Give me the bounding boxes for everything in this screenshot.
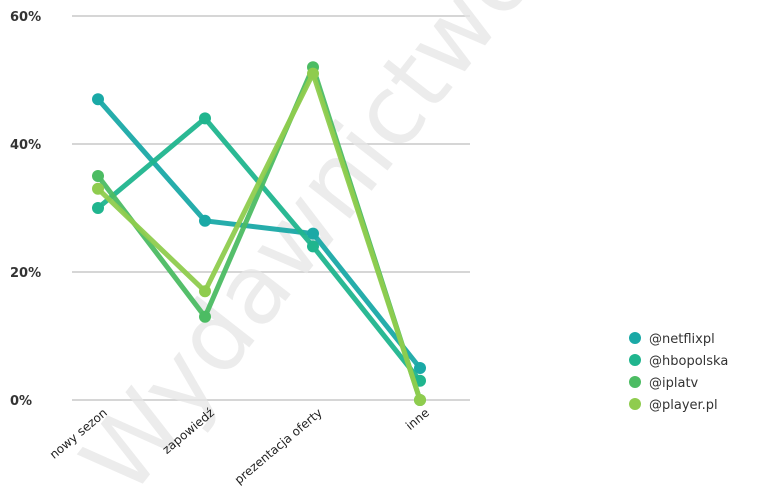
data-point — [199, 112, 211, 125]
y-tick-label: 0% — [10, 394, 32, 409]
data-point — [414, 362, 426, 374]
series-line — [95, 71, 423, 403]
data-point — [92, 202, 104, 214]
data-point — [307, 227, 319, 240]
data-point — [307, 240, 319, 253]
data-point — [92, 170, 104, 182]
y-tick-label: 60% — [10, 10, 41, 25]
data-point — [199, 310, 211, 323]
data-point — [92, 182, 104, 195]
legend-label: @player.pl — [649, 398, 718, 413]
legend-label: @netflixpl — [649, 332, 715, 347]
legend-marker — [629, 354, 641, 366]
legend-label: @hbopolska — [649, 354, 728, 369]
y-tick-label: 40% — [10, 138, 41, 153]
data-point — [307, 67, 319, 80]
x-tick-label: prezentacja oferty — [232, 406, 325, 487]
legend-marker — [629, 398, 641, 410]
legend-label: @iplatv — [649, 376, 699, 391]
y-tick-label: 20% — [10, 266, 41, 281]
legend-marker — [629, 332, 641, 344]
data-point — [199, 285, 211, 298]
legend: @netflixpl @hbopolska @iplatv @player.pl — [629, 332, 728, 413]
data-point — [414, 394, 426, 406]
legend-marker — [629, 376, 641, 388]
series--player-pl — [92, 67, 426, 406]
x-tick-label: inne — [403, 406, 432, 433]
data-point — [92, 93, 104, 106]
data-point — [199, 214, 211, 227]
